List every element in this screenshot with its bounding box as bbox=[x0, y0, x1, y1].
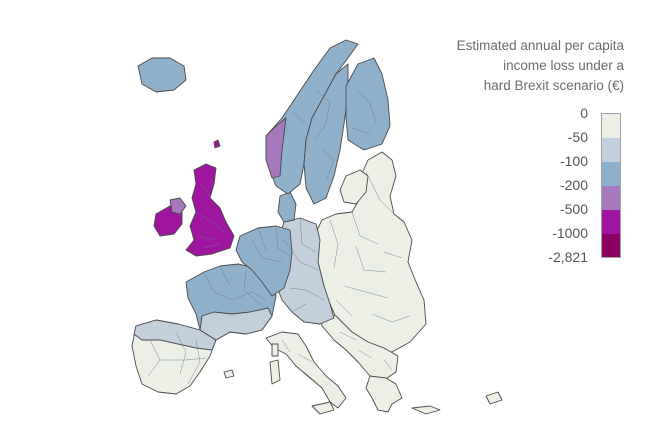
legend-tick-label: -50 bbox=[567, 129, 588, 145]
island-cyprus bbox=[485, 391, 503, 405]
legend-tick-label: -500 bbox=[559, 201, 588, 217]
legend-tick-labels: 0 -50 -100 -200 -500 -1000 -2,821 bbox=[520, 104, 588, 274]
region-south-france bbox=[199, 307, 273, 341]
legend-color-scale bbox=[601, 113, 621, 258]
legend-swatch bbox=[602, 138, 620, 162]
legend-tick-label: -200 bbox=[559, 177, 588, 193]
legend-swatch bbox=[602, 210, 620, 234]
region-iceland bbox=[137, 57, 187, 93]
region-greece bbox=[365, 375, 403, 413]
legend-swatch bbox=[602, 162, 620, 186]
legend-swatch bbox=[602, 114, 620, 138]
legend-title-line: hard Brexit scenario (€) bbox=[483, 78, 624, 93]
island-faroe bbox=[213, 139, 221, 149]
legend-title: Estimated annual per capita income loss … bbox=[384, 36, 624, 96]
legend-tick-label: -100 bbox=[559, 153, 588, 169]
legend-tick-label: -2,821 bbox=[548, 249, 588, 265]
regional-boundaries bbox=[147, 89, 411, 385]
region-northern-ireland bbox=[169, 197, 187, 215]
region-finland bbox=[345, 57, 391, 151]
island-sicily bbox=[311, 401, 335, 415]
legend-tick-label: 0 bbox=[580, 105, 588, 121]
legend-title-line: Estimated annual per capita bbox=[456, 38, 624, 53]
region-north-spain bbox=[133, 319, 217, 351]
region-denmark bbox=[277, 191, 297, 223]
legend-tick-label: -1000 bbox=[552, 225, 588, 241]
island-corsica bbox=[271, 343, 279, 357]
island-crete bbox=[411, 405, 441, 415]
legend-swatch bbox=[602, 186, 620, 210]
legend-title-line: income loss under a bbox=[503, 58, 624, 73]
region-west-norway bbox=[265, 117, 287, 179]
region-italy bbox=[265, 331, 347, 409]
region-baltics bbox=[339, 169, 369, 205]
region-great-britain bbox=[185, 163, 235, 257]
region-sweden bbox=[303, 63, 349, 205]
legend-swatch bbox=[602, 234, 620, 257]
island-sardinia bbox=[269, 359, 281, 385]
island-balearic bbox=[223, 369, 235, 379]
region-balkans bbox=[319, 311, 399, 381]
